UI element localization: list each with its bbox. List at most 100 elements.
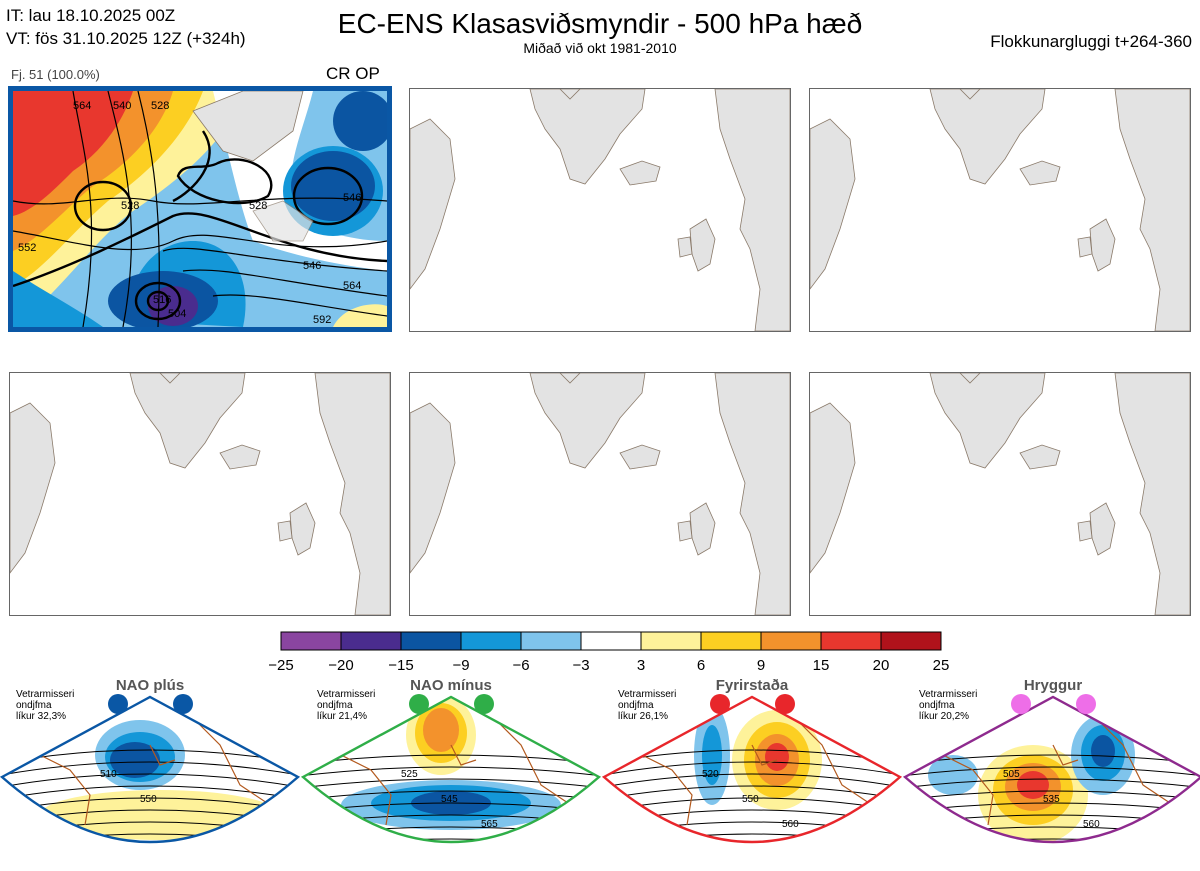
page-subtitle: Miðað við okt 1981-2010 xyxy=(523,40,677,56)
contour-label: 520 xyxy=(702,769,719,780)
landmass xyxy=(959,373,981,384)
contour-label: 592 xyxy=(313,314,331,326)
landmass xyxy=(689,502,716,556)
landmass xyxy=(559,373,581,384)
landmass xyxy=(1019,444,1061,470)
landmass xyxy=(1114,373,1190,615)
colorbar-tick-label: 20 xyxy=(873,657,890,674)
cluster-map-active[interactable]: 564 540 528 552 528 546 564 592 528 516 … xyxy=(8,86,392,332)
cluster-window: Flokkunargluggi t+264-360 xyxy=(990,32,1192,51)
contour-label: 564 xyxy=(73,100,91,112)
cluster-map-2[interactable] xyxy=(409,88,791,332)
regime-note: líkur 32,3% xyxy=(16,711,66,722)
regime-note: Vetrarmisseri xyxy=(16,689,74,700)
regime-title: Hryggur xyxy=(1024,677,1083,694)
colorbar-bin xyxy=(760,631,822,651)
colorbar-bin xyxy=(460,631,522,651)
landmass xyxy=(619,160,661,186)
landmass xyxy=(1114,89,1190,331)
header-times: IT: lau 18.10.2025 00Z VT: fös 31.10.202… xyxy=(6,4,246,50)
contour-label: 560 xyxy=(1083,819,1100,830)
cluster-map-4[interactable] xyxy=(9,372,391,616)
landmass xyxy=(929,89,1046,185)
cluster-map-3[interactable] xyxy=(809,88,1191,332)
landmass xyxy=(277,520,293,542)
contour-label: 565 xyxy=(481,819,498,830)
base-map xyxy=(810,89,1190,331)
landmass xyxy=(714,89,790,331)
regime-note: Vetrarmisseri xyxy=(618,689,676,700)
cluster-tag: CR OP xyxy=(326,64,380,83)
contour-label: 564 xyxy=(343,280,361,292)
landmass xyxy=(559,89,581,100)
colorbar-tick-label: −15 xyxy=(388,657,413,674)
contour-label: 528 xyxy=(249,200,267,212)
contour-label: 546 xyxy=(303,260,321,272)
regime-note: ondjfma xyxy=(919,700,955,711)
contour-label: 505 xyxy=(1003,769,1020,780)
colorbar-bin xyxy=(880,631,942,651)
cluster-map-6[interactable] xyxy=(809,372,1191,616)
landmass xyxy=(1089,218,1116,272)
colorbar-bin xyxy=(340,631,402,651)
contour-label: 516 xyxy=(153,294,171,306)
landmass xyxy=(159,373,181,384)
contour-label: 550 xyxy=(742,794,759,805)
regime-note: ondjfma xyxy=(618,700,654,711)
colorbar-tick-label: 25 xyxy=(933,657,950,674)
landmass xyxy=(10,402,56,574)
page-title: EC-ENS Klasasviðsmyndir - 500 hPa hæð xyxy=(337,8,863,39)
contour-label: 504 xyxy=(168,308,186,320)
landmass xyxy=(410,118,456,290)
landmass xyxy=(619,444,661,470)
landmass xyxy=(714,373,790,615)
colorbar-bin xyxy=(700,631,762,651)
landmass xyxy=(314,373,390,615)
contour-label: 546 xyxy=(343,192,361,204)
regime-note: Vetrarmisseri xyxy=(919,689,977,700)
colorbar-tick-label: −9 xyxy=(452,657,469,674)
regime-note: líkur 26,1% xyxy=(618,711,668,722)
contour-label: 552 xyxy=(18,242,36,254)
regime-note: Vetrarmisseri xyxy=(317,689,375,700)
colorbar: −25 −20 −15 −9 −6 −3 3 6 9 15 20 25 xyxy=(268,631,950,674)
colorbar-bin xyxy=(520,631,582,651)
regime-note: ondjfma xyxy=(317,700,353,711)
colorbar-tick-label: −6 xyxy=(512,657,529,674)
landmass xyxy=(810,118,856,290)
colorbar-tick-label: −3 xyxy=(572,657,589,674)
base-map xyxy=(410,373,790,615)
contour-label: 528 xyxy=(151,100,169,112)
regime-title: Fyrirstaða xyxy=(716,677,789,694)
anomaly-map: 564 540 528 552 528 546 564 592 528 516 … xyxy=(13,91,387,327)
landmass xyxy=(410,402,456,574)
landmass xyxy=(129,373,246,469)
base-map xyxy=(410,89,790,331)
colorbar-tick-label: 3 xyxy=(637,657,645,674)
cluster-map-5[interactable] xyxy=(409,372,791,616)
contour-label: 525 xyxy=(401,769,418,780)
landmass xyxy=(1077,236,1093,258)
landmass xyxy=(677,236,693,258)
colorbar-tick-label: 6 xyxy=(697,657,705,674)
landmass xyxy=(1089,502,1116,556)
colorbar-tick-label: 9 xyxy=(757,657,765,674)
landmass xyxy=(929,373,1046,469)
init-time: IT: lau 18.10.2025 00Z xyxy=(6,6,176,25)
cluster-members-label: Fj. 51 (100.0%) xyxy=(11,67,100,82)
colorbar-bin xyxy=(280,631,342,651)
landmass xyxy=(219,444,261,470)
contour-label: 540 xyxy=(113,100,131,112)
landmass xyxy=(1019,160,1061,186)
contour-label: 560 xyxy=(782,819,799,830)
colorbar-tick-label: −20 xyxy=(328,657,353,674)
landmass xyxy=(1077,520,1093,542)
landmass xyxy=(289,502,316,556)
colorbar-bin xyxy=(640,631,702,651)
base-map xyxy=(10,373,390,615)
regime-title: NAO mínus xyxy=(410,677,492,694)
